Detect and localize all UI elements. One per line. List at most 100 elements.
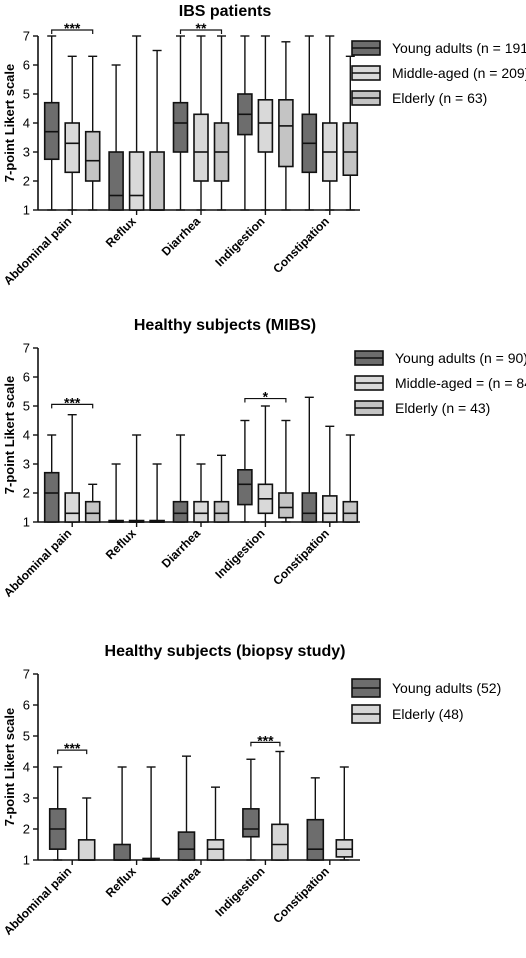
bracket-line	[244, 397, 287, 403]
x-tick-label: Abdominal pain	[1, 864, 75, 938]
box-iqr	[342, 122, 359, 177]
box-young-4	[306, 777, 325, 861]
box-iqr	[278, 99, 294, 168]
box-elderly-2	[213, 35, 230, 211]
box-elderly_biopsy-4	[335, 766, 354, 861]
chart-title: Healthy subjects (biopsy study)	[105, 643, 346, 660]
chart-panel-2: Healthy subjects (MIBS) 7-point Likert sc…	[1, 317, 526, 600]
chart-panel-3: Healthy subjects (biopsy study) 7-point L…	[1, 643, 501, 938]
box-young-0	[43, 35, 60, 211]
bracket-line	[250, 741, 281, 747]
significance-bracket: **	[179, 20, 223, 36]
y-tick-label: 6	[23, 370, 30, 385]
y-tick-label: 4	[23, 116, 30, 131]
x-tick-label: Reflux	[103, 214, 139, 250]
significance-bracket: ***	[51, 394, 94, 410]
y-tick-label: 7	[23, 29, 30, 44]
x-tick-label: Indigestion	[212, 526, 267, 581]
x-tick-label: Constipation	[270, 526, 332, 588]
chart-title: Healthy subjects (MIBS)	[134, 317, 316, 334]
box-iqr	[84, 130, 101, 182]
box-middle-4	[321, 35, 338, 211]
legend-label: Middle-aged = (n = 84)	[395, 375, 526, 391]
x-tick-label: Reflux	[103, 526, 139, 562]
significance-label: *	[263, 389, 269, 405]
box-elderly-3	[278, 41, 294, 211]
significance-label: **	[196, 20, 207, 36]
y-tick-label: 4	[23, 428, 30, 443]
y-tick-label: 4	[23, 760, 30, 775]
box-young-3	[237, 419, 253, 523]
box-iqr	[177, 831, 196, 861]
box-young-0	[43, 434, 60, 523]
box-iqr	[108, 151, 124, 211]
x-tick-label: Constipation	[270, 214, 332, 276]
box-middle-1	[128, 434, 145, 523]
box-iqr	[128, 151, 145, 211]
y-tick-label: 2	[23, 174, 30, 189]
box-iqr	[242, 808, 260, 838]
y-tick-label: 3	[23, 145, 30, 160]
legend: Young adults (n = 191) Middle-aged (n = 2…	[351, 40, 526, 106]
y-tick-label: 5	[23, 729, 30, 744]
box-iqr	[193, 500, 209, 523]
legend-label: Elderly (n = 63)	[392, 90, 487, 106]
y-axis-label: 7-point Likert scale	[2, 376, 17, 494]
y-tick-label: 3	[23, 791, 30, 806]
significance-label: ***	[64, 394, 81, 410]
box-middle-4	[321, 425, 338, 523]
box-middle-3	[257, 405, 274, 523]
y-tick-label: 7	[23, 341, 30, 356]
box-iqr	[278, 492, 294, 519]
x-tick-label: Diarrhea	[159, 526, 204, 571]
significance-label: ***	[64, 20, 81, 36]
box-elderly-3	[278, 419, 294, 523]
legend-label: Elderly (48)	[392, 706, 464, 722]
box-elderly_biopsy-1	[142, 766, 160, 861]
box-iqr	[64, 122, 80, 174]
legend: Young adults (52) Elderly (48)	[351, 678, 501, 724]
box-young-1	[108, 463, 124, 523]
y-tick-label: 1	[23, 203, 30, 218]
box-iqr	[172, 500, 189, 523]
box-iqr	[149, 151, 165, 211]
significance-bracket: ***	[57, 740, 88, 756]
y-tick-label: 5	[23, 87, 30, 102]
box-young-4	[301, 396, 318, 523]
legend-label: Elderly (n = 43)	[395, 400, 490, 416]
legend-label: Young adults (52)	[392, 680, 501, 696]
box-iqr	[193, 113, 209, 182]
box-middle-2	[193, 35, 209, 211]
box-elderly-4	[342, 434, 359, 523]
chart-panel-1: IBS patients 7-point Likert scale 1 2 3 4 5 6 7 A…	[1, 3, 526, 288]
box-middle-3	[257, 35, 274, 211]
y-tick-label: 2	[23, 822, 30, 837]
bracket-line	[51, 29, 94, 34]
box-middle-0	[64, 55, 80, 211]
y-axis-label: 7-point Likert scale	[2, 708, 17, 826]
box-elderly-4	[342, 55, 359, 211]
box-iqr	[342, 500, 359, 523]
box-iqr	[321, 495, 338, 523]
significance-bracket: *	[244, 389, 287, 405]
x-tick-label: Abdominal pain	[1, 214, 75, 288]
box-middle-1	[128, 35, 145, 211]
box-iqr	[113, 843, 131, 861]
box-young-2	[177, 755, 196, 861]
box-young-4	[301, 35, 318, 211]
significance-bracket: ***	[250, 732, 281, 748]
box-elderly_biopsy-3	[271, 750, 289, 861]
significance-label: ***	[64, 740, 81, 756]
legend-label: Young adults (n = 191)	[392, 40, 526, 56]
box-iqr	[306, 818, 325, 861]
box-elderly-0	[84, 55, 101, 211]
y-tick-label: 1	[23, 515, 30, 530]
box-middle-0	[64, 414, 80, 523]
box-young-1	[113, 766, 131, 861]
box-middle-2	[193, 463, 209, 523]
significance-bracket: ***	[51, 20, 94, 36]
y-tick-label: 7	[23, 667, 30, 682]
y-tick-label: 6	[23, 58, 30, 73]
x-tick-label: Indigestion	[212, 214, 267, 269]
